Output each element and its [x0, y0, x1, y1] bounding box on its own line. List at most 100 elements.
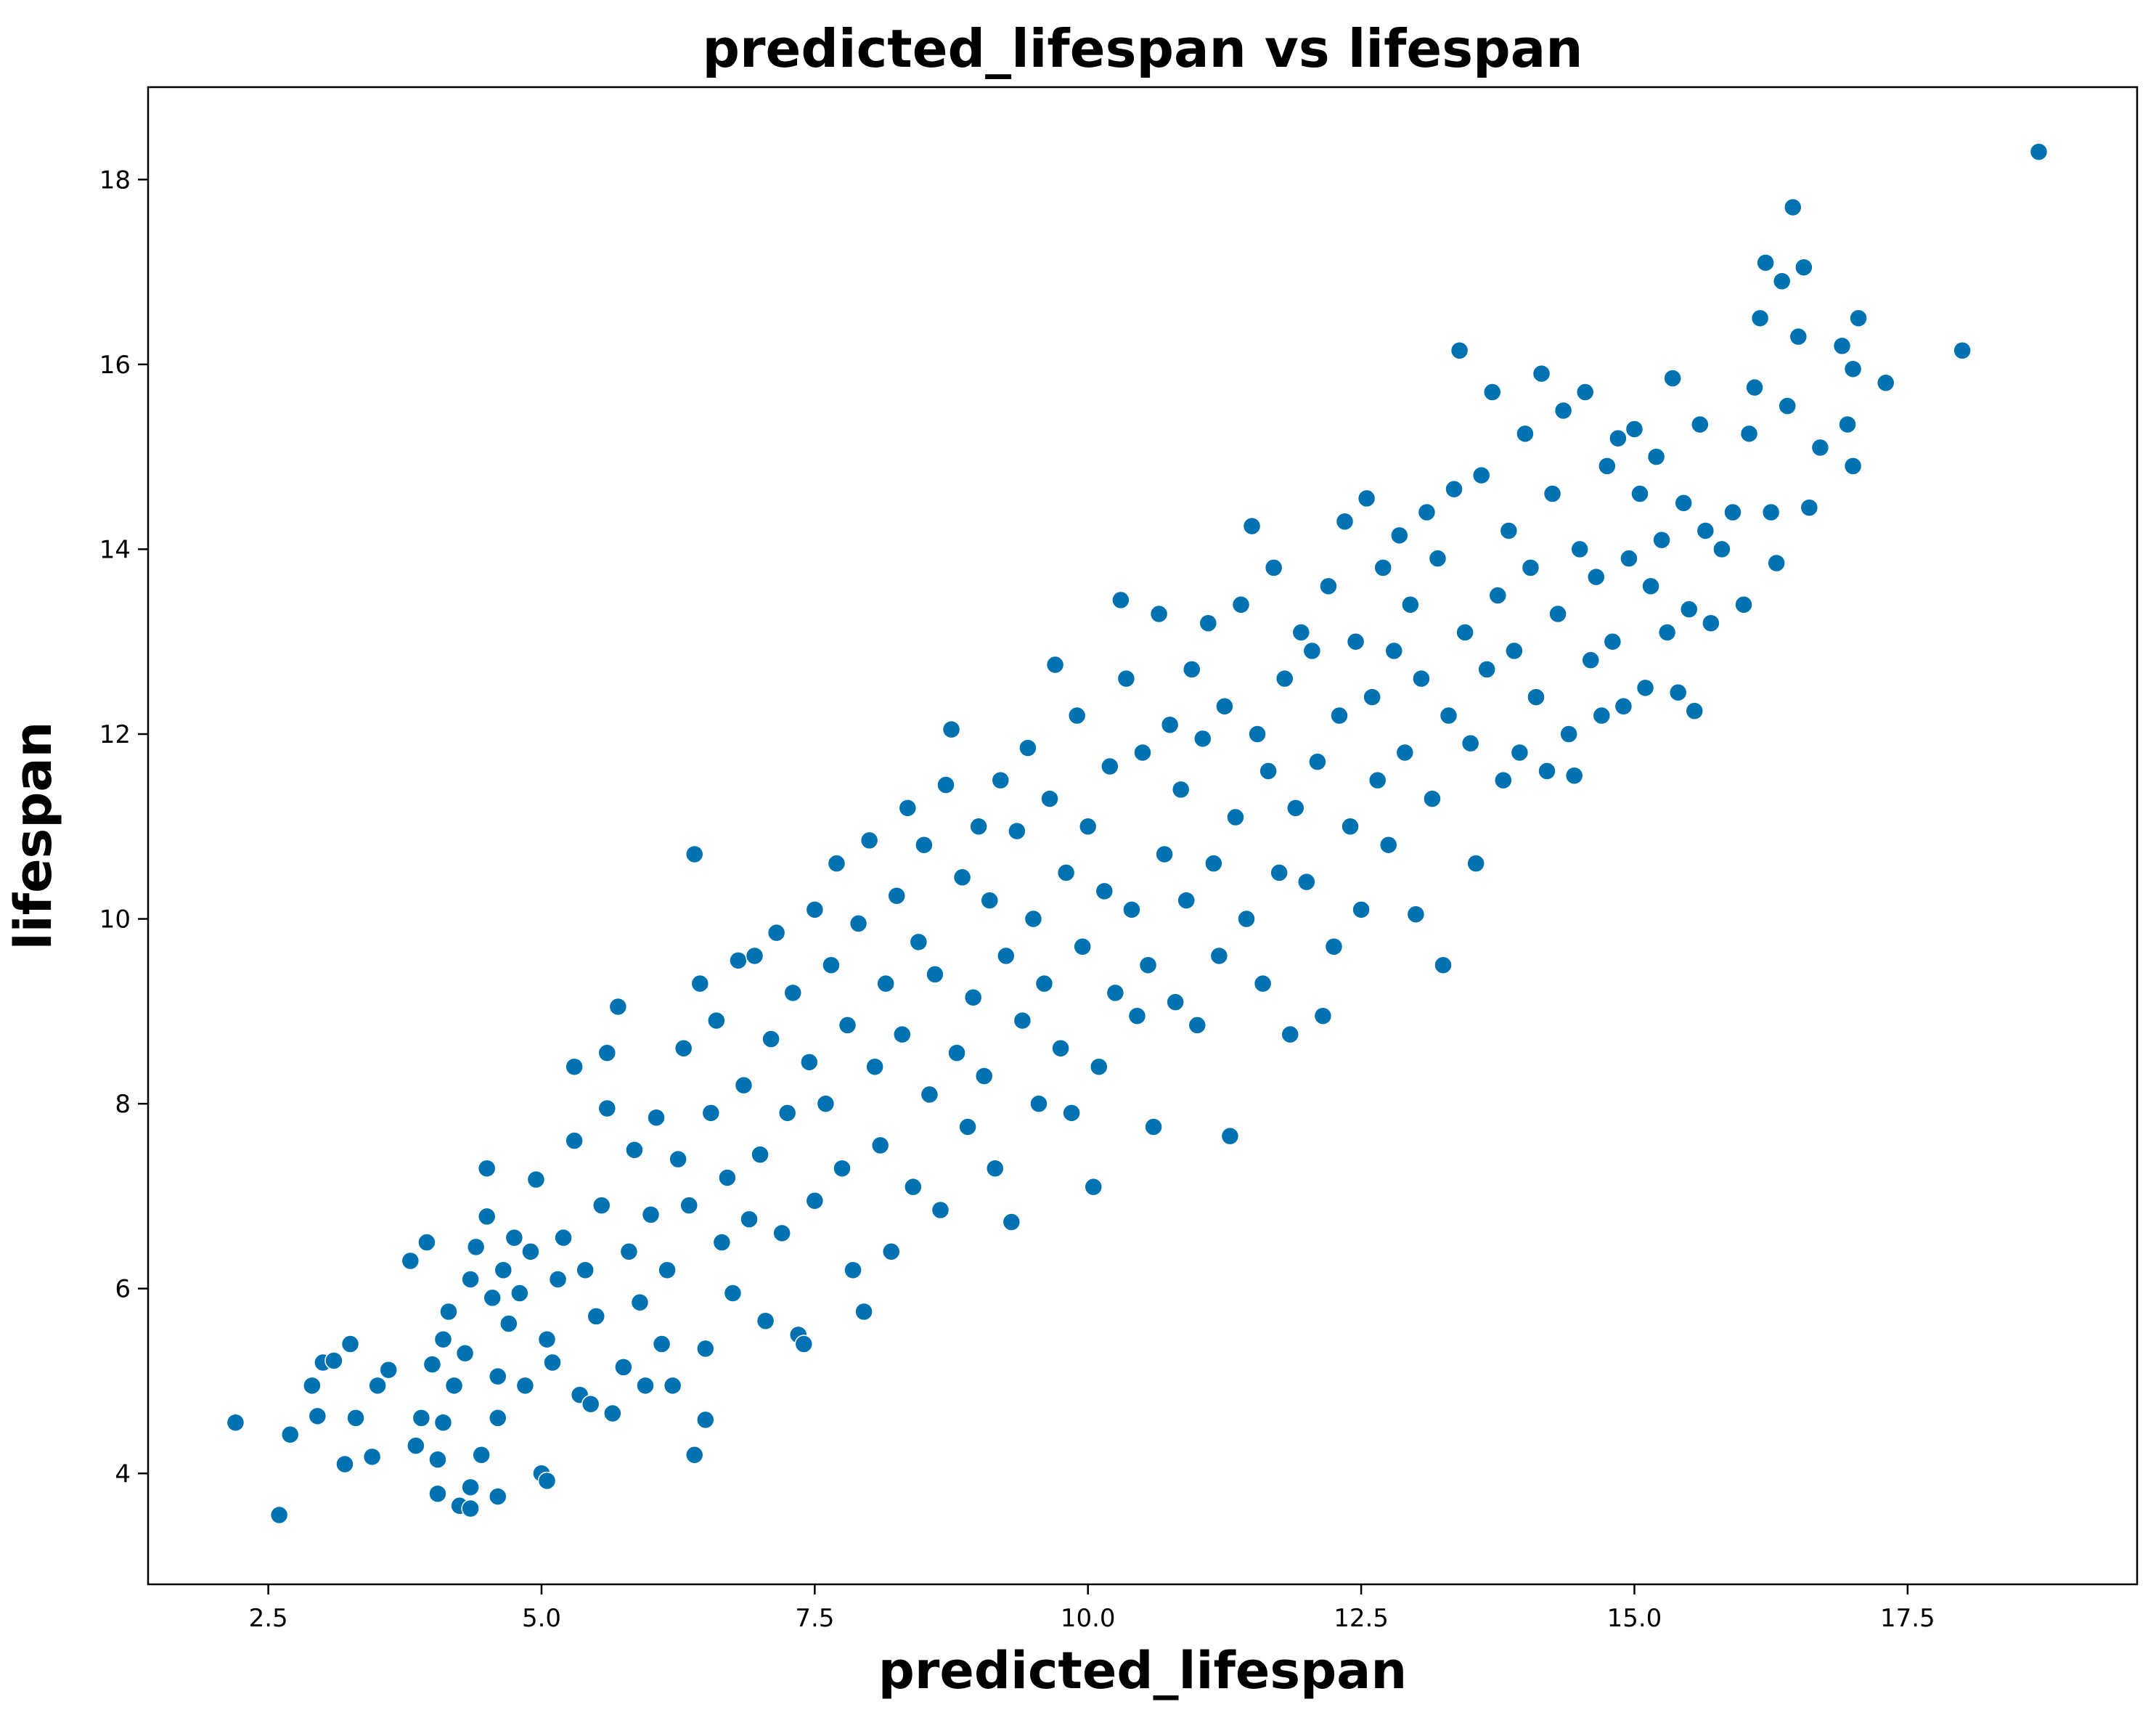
scatter-point	[489, 1409, 507, 1427]
scatter-point	[1784, 197, 1802, 217]
scatter-point	[729, 951, 748, 970]
scatter-point	[669, 1149, 687, 1169]
y-tick-label: 10	[99, 905, 131, 934]
scatter-point	[1674, 494, 1693, 513]
scatter-point	[696, 1339, 715, 1359]
scatter-point	[1313, 1006, 1333, 1025]
scatter-point	[417, 1233, 436, 1252]
scatter-point	[931, 1200, 950, 1220]
scatter-point	[1040, 789, 1059, 808]
scatter-point	[663, 1376, 682, 1396]
scatter-point	[685, 1446, 704, 1465]
scatter-point	[1106, 983, 1125, 1003]
scatter-point	[1499, 521, 1519, 540]
scatter-point	[483, 1288, 502, 1308]
scatter-point	[1034, 974, 1054, 993]
scatter-point	[1116, 669, 1136, 688]
scatter-point	[1319, 577, 1338, 596]
scatter-point	[1226, 807, 1245, 827]
scatter-point	[1553, 401, 1573, 420]
scatter-point	[477, 1207, 497, 1226]
scatter-point	[1111, 590, 1130, 610]
scatter-point	[772, 1223, 791, 1243]
scatter-point	[1532, 364, 1551, 383]
scatter-point	[1794, 258, 1813, 277]
scatter-point	[969, 817, 988, 836]
plot-frame	[147, 86, 2139, 1586]
scatter-point	[1171, 780, 1191, 799]
scatter-point	[362, 1447, 382, 1467]
scatter-point	[1445, 479, 1463, 499]
scatter-point	[597, 1099, 617, 1118]
scatter-point	[1045, 655, 1065, 675]
scatter-point	[1587, 567, 1606, 587]
scatter-point	[1155, 844, 1174, 864]
scatter-point	[1761, 502, 1781, 522]
scatter-point	[881, 1242, 901, 1261]
scatter-point	[1401, 595, 1420, 614]
scatter-point	[461, 1478, 480, 1497]
scatter-point	[1275, 669, 1294, 688]
scatter-point	[1505, 641, 1524, 661]
x-tick-label: 17.5	[1880, 1604, 1935, 1633]
scatter-point	[1209, 946, 1229, 966]
scatter-point	[335, 1454, 354, 1474]
scatter-point	[477, 1159, 497, 1178]
scatter-point	[647, 1108, 666, 1127]
scatter-point	[412, 1409, 431, 1427]
scatter-point	[1182, 660, 1201, 679]
scatter-point	[1051, 1039, 1070, 1058]
scatter-point	[1008, 821, 1026, 841]
x-tick-label: 10.0	[1061, 1604, 1116, 1633]
scatter-point	[745, 946, 764, 966]
scatter-point	[1395, 743, 1415, 762]
scatter-point	[854, 1302, 873, 1321]
scatter-point	[1483, 383, 1502, 402]
scatter-point	[303, 1376, 322, 1396]
scatter-point	[2029, 142, 2049, 161]
scatter-point	[1166, 993, 1185, 1011]
scatter-point	[849, 914, 868, 933]
scatter-point	[461, 1499, 480, 1518]
scatter-point	[1237, 909, 1256, 929]
scatter-point	[608, 997, 628, 1017]
ticks-layer: 2.5 5.0 7.5 10.0 12.5 15.0 17.5 4 6 8 10 12 14 16 18	[99, 166, 1935, 1633]
scatter-point	[1712, 539, 1731, 559]
scatter-point	[1144, 1117, 1163, 1136]
scatter-point	[340, 1335, 360, 1353]
scatter-point	[1838, 415, 1857, 434]
scatter-point	[870, 1136, 890, 1155]
scatter-point	[679, 1196, 698, 1215]
scatter-point	[1417, 502, 1437, 522]
scatter-point	[1363, 688, 1381, 706]
scatter-point	[1750, 309, 1770, 327]
scatter-point	[1598, 457, 1617, 476]
scatter-point	[510, 1284, 529, 1303]
scatter-point	[1286, 799, 1305, 818]
scatter-point	[379, 1360, 398, 1380]
scatter-point	[777, 1104, 797, 1123]
scatter-point	[794, 1335, 814, 1353]
scatter-point	[1527, 688, 1545, 706]
scatter-point	[822, 956, 841, 974]
scatter-point	[1772, 272, 1792, 291]
scatter-point	[1953, 341, 1972, 360]
scatter-point	[723, 1284, 743, 1303]
scatter-point	[1652, 530, 1671, 550]
scatter-point	[696, 1410, 715, 1430]
scatter-point	[926, 965, 944, 984]
scatter-point	[1455, 623, 1474, 642]
scatter-point	[1849, 309, 1868, 327]
scatter-point	[444, 1376, 464, 1396]
scatter-point	[521, 1242, 540, 1261]
scatter-point	[1095, 881, 1114, 901]
scatter-point	[1521, 558, 1540, 577]
scatter-point	[1570, 539, 1589, 559]
scatter-point	[1843, 359, 1863, 378]
scatter-point	[1614, 697, 1633, 716]
scatter-point	[1679, 600, 1699, 619]
y-tick-label: 18	[99, 166, 131, 195]
scatter-point	[859, 831, 879, 850]
scatter-point	[1013, 1011, 1032, 1030]
scatter-point	[685, 844, 704, 864]
